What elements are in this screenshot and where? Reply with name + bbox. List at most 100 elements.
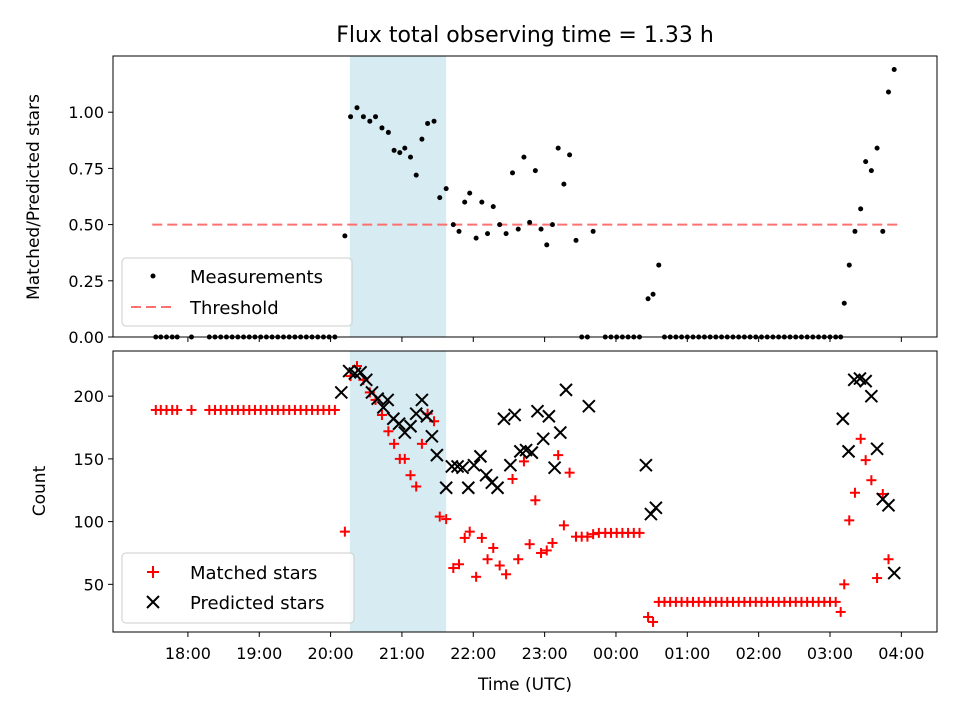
- measurement-point: [431, 118, 437, 124]
- matched-star-point: [877, 489, 888, 500]
- measurement-point: [473, 235, 479, 241]
- matched-stars-points: [150, 361, 894, 627]
- predicted-star-point: [425, 429, 439, 444]
- matched-star-point: [860, 455, 871, 466]
- measurement-point: [413, 172, 419, 178]
- y-tick-label: 0.00: [68, 328, 104, 347]
- predicted-star-point: [547, 460, 562, 475]
- matched-star-point: [634, 527, 645, 538]
- measurement-point: [510, 170, 516, 176]
- x-tick-label: 19:00: [236, 644, 282, 663]
- matched-star-point: [530, 495, 541, 506]
- predicted-star-point: [353, 365, 368, 380]
- bottom-panel-frame: [112, 350, 938, 633]
- matched-star-point: [411, 481, 422, 492]
- matched-star-point: [547, 537, 558, 548]
- y-tick-label: 100: [73, 513, 104, 532]
- matched-star-point: [459, 532, 470, 543]
- matched-star-point: [476, 532, 487, 543]
- measurement-point: [891, 66, 897, 72]
- matched-star-point: [536, 547, 547, 558]
- matched-star-point: [553, 450, 564, 461]
- measurement-point: [863, 159, 869, 165]
- measurement-point: [521, 154, 527, 160]
- measurement-point: [367, 118, 373, 124]
- measurement-point: [527, 219, 533, 225]
- y-tick-label: 1.00: [68, 103, 104, 122]
- matched-star-point: [488, 542, 499, 553]
- x-tick-label: 03:00: [807, 644, 853, 663]
- measurement-point: [397, 150, 403, 156]
- x-tick-label: 01:00: [664, 644, 710, 663]
- measurement-point: [419, 136, 425, 142]
- measurement-point: [456, 228, 462, 234]
- predicted-star-point: [415, 393, 429, 407]
- matched-star-point: [416, 438, 427, 449]
- measurement-point: [858, 206, 864, 212]
- measurement-point: [354, 105, 360, 111]
- legend-matched-label: Matched stars: [190, 563, 317, 584]
- x-tick-label: 18:00: [165, 644, 211, 663]
- bottom-panel: 50 100 150 200 18:00 19:00 20:00 21:00 22:00 23:0…: [30, 350, 938, 695]
- predicted-star-point: [467, 458, 481, 472]
- measurement-point: [385, 129, 391, 135]
- measurement-point: [443, 186, 449, 192]
- predicted-star-point: [639, 458, 653, 472]
- matched-star-point: [524, 539, 535, 550]
- matched-star-point: [588, 529, 599, 540]
- legend-measurements-marker: [150, 273, 156, 279]
- top-legend-box: [121, 257, 353, 327]
- matched-star-point: [383, 426, 394, 437]
- predicted-star-point: [858, 374, 873, 388]
- matched-star-point: [376, 409, 387, 420]
- matched-star-point: [441, 514, 452, 525]
- y-tick-label: 200: [73, 387, 104, 406]
- measurement-point: [485, 231, 491, 237]
- matched-star-point: [399, 453, 410, 464]
- y-tick-label: 0.75: [68, 159, 104, 178]
- predicted-star-point: [582, 399, 596, 413]
- predicted-star-point: [392, 417, 406, 431]
- measurement-point: [348, 114, 354, 120]
- matched-star-point: [830, 596, 841, 607]
- matched-star-point: [564, 467, 575, 478]
- measurement-point: [544, 242, 550, 248]
- shaded-span-top: [349, 56, 447, 337]
- bottom-y-axis-label: Count: [30, 465, 50, 516]
- measurement-point: [573, 237, 579, 243]
- matched-star-point: [389, 438, 400, 449]
- predicted-star-point: [376, 400, 391, 415]
- predicted-star-point: [409, 407, 423, 421]
- measurement-point: [590, 228, 596, 234]
- matched-star-point: [844, 515, 855, 526]
- matched-star-point: [855, 433, 866, 444]
- y-tick-label: 50: [84, 575, 104, 594]
- matched-star-point: [329, 404, 340, 415]
- legend-threshold-label: Threshold: [189, 298, 279, 319]
- measurement-point: [437, 195, 443, 201]
- measurement-point: [868, 168, 874, 174]
- matched-star-point: [471, 571, 482, 582]
- matched-star-point: [582, 531, 593, 542]
- measurement-point: [402, 145, 408, 151]
- measurement-point: [656, 262, 662, 268]
- matched-star-point: [339, 526, 350, 537]
- predicted-star-point: [836, 412, 850, 426]
- predicted-star-point: [497, 412, 511, 426]
- predicted-star-point: [507, 408, 522, 422]
- legend-predicted-label: Predicted stars: [190, 593, 324, 614]
- legend-matched-marker: [147, 566, 159, 578]
- measurement-point: [874, 145, 880, 151]
- matched-star-point: [872, 573, 883, 584]
- predicted-star-point: [887, 566, 901, 580]
- y-tick-label: 150: [73, 450, 104, 469]
- matched-star-point: [518, 456, 529, 467]
- measurement-point: [549, 222, 555, 228]
- top-y-axis: 0.00 0.25 0.50 0.75 1.00: [68, 103, 902, 347]
- measurement-point: [880, 228, 886, 234]
- measurement-point: [885, 89, 891, 95]
- matched-star-point: [849, 487, 860, 498]
- measurement-point: [538, 226, 544, 232]
- measurement-point: [503, 231, 509, 237]
